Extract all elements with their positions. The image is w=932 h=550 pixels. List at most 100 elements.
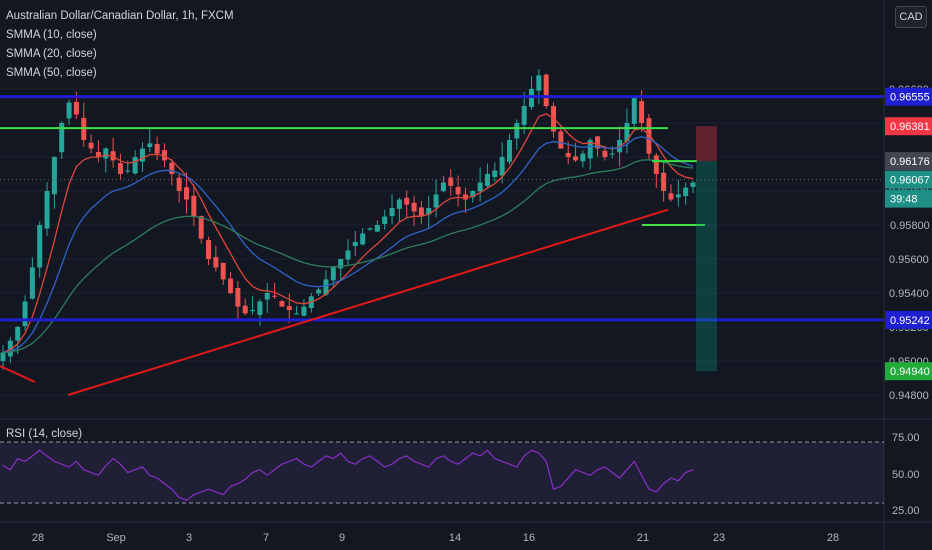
price-tag-text: 0.95242 — [890, 315, 930, 327]
price-tag-text: 0.94940 — [890, 366, 930, 378]
candle-body — [536, 75, 542, 91]
smma50-legend[interactable]: SMMA (50, close) — [6, 67, 97, 79]
candle-body — [15, 327, 21, 341]
candle-body — [250, 310, 256, 311]
take-profit-zone — [696, 161, 717, 372]
price-tag-text: 0.96067 — [890, 175, 930, 187]
candle-body — [117, 163, 123, 174]
candle-body — [139, 148, 145, 162]
candle-body — [580, 153, 586, 162]
candle-body — [73, 102, 79, 115]
price-tag-text: 0.96381 — [890, 121, 930, 133]
candle-body — [88, 142, 94, 149]
candle-body — [661, 172, 667, 191]
candle-body — [440, 182, 446, 192]
candle-body — [360, 233, 366, 245]
candle-body — [154, 144, 160, 154]
candle-body — [418, 207, 424, 217]
candle-body — [683, 187, 689, 197]
candle-body — [147, 143, 153, 148]
rsi-tick-label: 75.00 — [892, 432, 920, 444]
candle-body — [521, 106, 527, 125]
x-tick-label: 21 — [637, 532, 649, 544]
candle-body — [352, 242, 358, 247]
trendline — [67, 208, 669, 396]
price-tag-text: 0.95800 — [890, 220, 930, 232]
candle-body — [125, 170, 131, 172]
candle-body — [396, 199, 402, 209]
price-tag-text: 0.96176 — [890, 156, 930, 168]
candle-body — [228, 278, 234, 293]
candle-body — [543, 74, 549, 106]
candle-body — [587, 140, 593, 159]
candle-body — [37, 225, 43, 268]
candle-body — [462, 194, 468, 200]
price-tag-tick — [885, 216, 932, 234]
smma50-line — [2, 159, 694, 354]
rsi-line — [2, 449, 694, 501]
x-tick-label: 9 — [339, 532, 345, 544]
smma10-legend[interactable]: SMMA (10, close) — [6, 29, 97, 41]
price-pane — [0, 0, 884, 418]
candle-body — [565, 152, 571, 157]
smma20-line — [2, 136, 694, 354]
candle-body — [132, 157, 138, 174]
rsi-band — [0, 442, 884, 503]
price-tag-text: 0.96555 — [890, 92, 930, 104]
candle-body — [382, 216, 388, 224]
candle-body — [675, 194, 681, 198]
candle-body — [470, 191, 476, 198]
candle-body — [59, 123, 65, 153]
candle-body — [404, 197, 410, 205]
candle-body — [411, 202, 417, 212]
rsi-tick-label: 25.00 — [892, 505, 920, 517]
candle-body — [7, 340, 13, 357]
price-tag-blue-level — [885, 87, 932, 106]
candle-body — [573, 156, 579, 161]
candle-body — [103, 148, 109, 159]
candle-body — [176, 177, 182, 191]
price-tag-stop — [885, 117, 932, 136]
candle-body — [631, 97, 637, 124]
candle-body — [235, 287, 241, 307]
candle-body — [242, 305, 248, 314]
x-tick-label: 7 — [263, 532, 269, 544]
smma10-line — [2, 113, 694, 354]
candle-body — [609, 153, 615, 155]
stop-loss-zone — [696, 126, 717, 162]
candle-body — [558, 131, 564, 149]
candle-body — [477, 182, 483, 192]
x-tick-label: 3 — [186, 532, 192, 544]
candle-body — [301, 306, 307, 316]
candle-body — [51, 157, 57, 195]
rsi-legend[interactable]: RSI (14, close) — [6, 428, 83, 440]
candle-body — [44, 191, 50, 229]
candle-body — [367, 228, 373, 230]
candle-body — [492, 170, 498, 178]
candle-body — [213, 257, 219, 268]
candle-body — [646, 118, 652, 154]
candle-body — [66, 102, 72, 119]
candle-body — [220, 262, 226, 280]
candle-body — [338, 259, 344, 269]
candle-body — [294, 313, 300, 315]
candle-body — [22, 301, 28, 327]
candle-body — [257, 301, 263, 315]
price-tag-blue-level — [885, 310, 932, 329]
x-tick-label: 14 — [449, 532, 461, 544]
candle-body — [272, 295, 278, 297]
smma20-legend[interactable]: SMMA (20, close) — [6, 48, 97, 60]
candles — [0, 69, 696, 370]
x-tick-label: 28 — [827, 532, 839, 544]
candle-body — [29, 267, 35, 299]
candle-body — [191, 195, 197, 217]
currency-button[interactable]: CAD — [895, 6, 927, 28]
candle-body — [374, 225, 380, 232]
candle-body — [345, 250, 351, 260]
candle-body — [690, 182, 696, 187]
candle-body — [448, 177, 454, 186]
candle-body — [433, 194, 439, 208]
x-tick-label: 23 — [713, 532, 725, 544]
candle-body — [0, 352, 6, 361]
